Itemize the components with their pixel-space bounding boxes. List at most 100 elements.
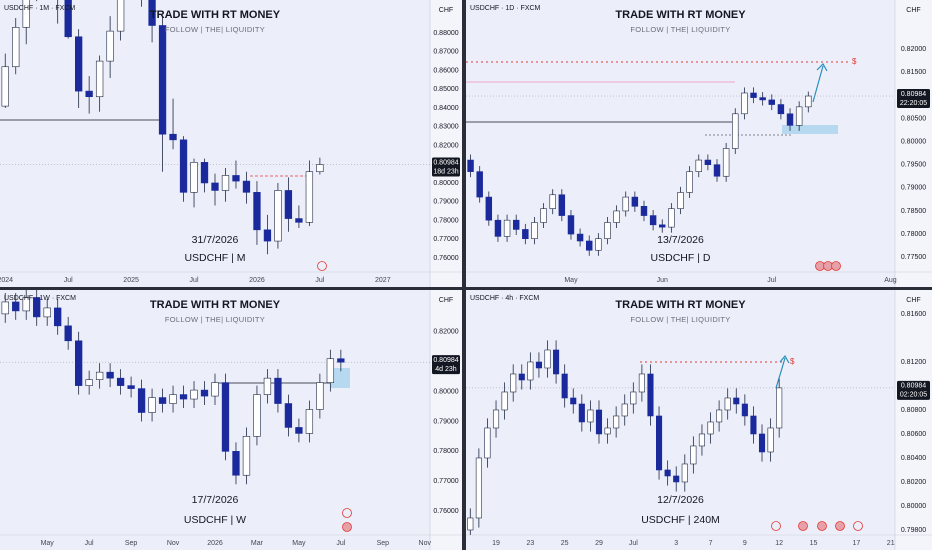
y-tick-label: 0.83000 [433, 124, 458, 131]
candle-body [22, 297, 30, 312]
candle-body [295, 427, 303, 434]
x-tick-label: 2025 [123, 277, 139, 284]
event-icon[interactable] [853, 521, 863, 531]
event-icon[interactable] [317, 261, 327, 271]
candle-body [485, 196, 493, 221]
candle-body [786, 113, 794, 126]
candle-body [148, 397, 156, 413]
candle-body [200, 389, 209, 397]
pane-divider [0, 287, 932, 290]
x-tick-label: 2027 [375, 277, 391, 284]
x-tick-label: 2024 [0, 277, 13, 284]
y-tick-label: 0.77000 [433, 478, 458, 485]
candle-body [558, 194, 566, 216]
candle-body [677, 192, 684, 209]
x-tick-label: 3 [674, 540, 678, 547]
candle-body [253, 192, 261, 231]
watermark-subtitle: FOLLOW | THE| LIQUIDITY [630, 25, 730, 34]
event-icon[interactable] [342, 508, 352, 518]
candle-body [211, 182, 219, 191]
candle-body [305, 409, 314, 434]
candle-body [179, 139, 188, 193]
candle-body [767, 427, 774, 453]
x-tick-label: Nov [419, 540, 432, 547]
price-tag-value: 0.80984 [433, 357, 458, 364]
y-tick-label: 0.87000 [433, 49, 458, 56]
candle-body [707, 421, 714, 435]
y-tick-label: 0.78000 [901, 231, 926, 238]
y-tick-label: 0.85000 [433, 86, 458, 93]
candle-body [263, 377, 272, 395]
candle-body [106, 30, 114, 62]
candle-body [158, 397, 167, 404]
candle-body [673, 475, 680, 483]
candle-body [750, 415, 757, 435]
candle-body [467, 159, 474, 172]
x-tick-label: Jul [64, 277, 73, 284]
candle-body [768, 99, 775, 105]
date-annotation: 31/7/2026 [192, 234, 239, 246]
candle-body [621, 403, 628, 417]
candle-body [647, 373, 654, 417]
y-tick-label: 0.80000 [901, 138, 926, 145]
y-tick-label: 0.82000 [433, 142, 458, 149]
y-tick-label: 0.81500 [901, 69, 926, 76]
candle-body [501, 391, 508, 411]
candle-body [622, 196, 629, 212]
y-tick-label: 0.76000 [433, 508, 458, 515]
symbol-label: USDCHF · 1D · FXCM [470, 5, 541, 12]
price-tag-countdown: 02:20:05 [900, 392, 927, 399]
x-tick-label: 9 [743, 540, 747, 547]
price-tag-countdown: 22:20:05 [900, 100, 927, 107]
candle-body [595, 238, 602, 251]
event-icon[interactable] [771, 521, 781, 531]
candle-body [604, 427, 611, 435]
x-tick-label: Jul [85, 540, 94, 547]
y-tick-label: 0.78000 [433, 448, 458, 455]
y-tick-label: 0.78000 [433, 217, 458, 224]
candle-body [722, 148, 730, 177]
candle-body [75, 340, 83, 386]
candle-body [169, 133, 177, 141]
currency-label: CHF [439, 7, 453, 14]
candle-body [544, 349, 551, 369]
candle-body [570, 397, 577, 405]
event-icon[interactable] [798, 521, 808, 531]
target-label: $ [852, 57, 857, 66]
x-tick-label: May [564, 277, 578, 284]
candle-body [733, 397, 740, 405]
candle-body [713, 164, 721, 177]
currency-label: CHF [439, 297, 453, 304]
candle-body [518, 373, 525, 381]
plot-area [466, 87, 895, 256]
event-icon[interactable] [831, 261, 841, 271]
x-tick-label: 2026 [207, 540, 223, 547]
y-tick-label: 0.78500 [901, 208, 926, 215]
candle-body [316, 164, 324, 173]
event-icon[interactable] [342, 522, 352, 532]
candle-body [510, 373, 517, 393]
event-icon[interactable] [835, 521, 845, 531]
candle-body [221, 382, 230, 452]
candle-body [587, 409, 594, 423]
candle-body [567, 215, 575, 235]
watermark-title: TRADE WITH RT MONEY [150, 9, 281, 21]
candle-body [732, 113, 739, 149]
candle-body [698, 433, 705, 447]
x-tick-label: 25 [561, 540, 569, 547]
candle-body [95, 371, 104, 380]
y-tick-label: 0.80500 [901, 115, 926, 122]
candle-body [776, 387, 783, 429]
candle-body [512, 219, 520, 230]
candle-body [540, 208, 547, 223]
y-tick-label: 0.80600 [901, 431, 926, 438]
candle-body [85, 379, 93, 386]
price-tag-value: 0.80984 [901, 383, 926, 390]
candle-body [232, 451, 240, 476]
event-icon[interactable] [817, 521, 827, 531]
x-tick-label: Jul [767, 277, 776, 284]
y-tick-label: 0.84000 [433, 105, 458, 112]
date-annotation: 13/7/2026 [657, 234, 704, 246]
candle-body [638, 373, 645, 393]
candle-body [527, 361, 534, 381]
